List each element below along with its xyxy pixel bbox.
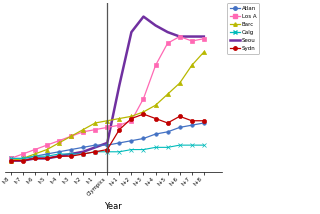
X-axis label: Year: Year (104, 202, 122, 211)
Legend: Atlan, Los A, Barc, Calg, Seou, Sydn: Atlan, Los A, Barc, Calg, Seou, Sydn (227, 3, 259, 54)
